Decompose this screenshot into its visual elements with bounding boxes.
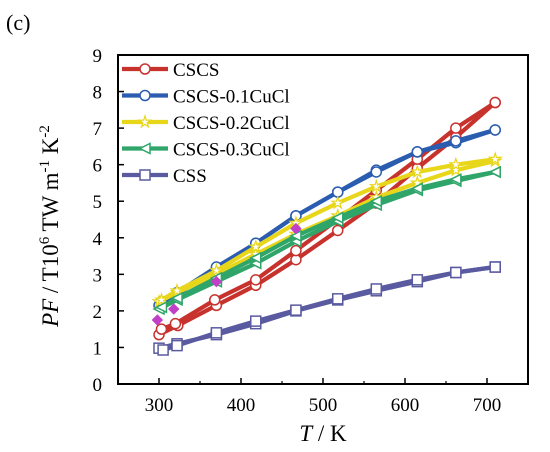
legend-label-CSS: CSS [173,166,207,187]
series-line-CSCS-cooling [159,100,498,332]
data-point-CSCS [450,122,462,134]
data-point-CSCS-0.1CuCl [489,124,501,136]
data-point-CSCS [489,96,501,109]
legend-marker-CSCS-0.1CuCl [139,89,151,102]
data-point-CSS [250,315,262,327]
legend-label-CSCS-0.2CuCl: CSCS-0.2CuCl [173,113,290,134]
y-axis-title: PF / T106 TW m-1 K-2 [37,125,63,328]
data-point-CSS [489,261,501,273]
y-tick-label-5: 5 [93,192,103,213]
series-line-CSCS-0.2CuCl-cooling [159,157,498,302]
data-point-CSCS [155,323,168,335]
data-point-CSCS-0.2CuCl [169,282,185,298]
y-tick-label-6: 6 [93,156,103,177]
legend-marker-CSS [139,169,151,181]
x-tick-label-600: 600 [391,395,420,416]
x-tick-label-400: 400 [227,395,256,416]
data-point-CSCS-0.3CuCl [249,251,262,265]
data-point-marker [290,222,302,235]
legend-marker-CSCS [139,63,151,75]
data-point-marker [168,303,180,315]
data-point-CSS [411,274,424,286]
x-tick-label-500: 500 [309,395,338,416]
series-CSS [153,261,501,356]
data-point-CSCS [290,244,302,257]
data-point-CSCS-0.2CuCl [330,195,346,210]
series-line-CSCS-0.3CuCl-heating [156,169,498,312]
data-point-CSCS-0.2CuCl [448,156,464,172]
data-point-CSCS [209,294,221,306]
data-point-CSCS-0.2CuCl [487,151,503,166]
y-axis-label: PF / T106 TW m-1 K-2 [37,125,63,328]
data-point-CSCS-0.1CuCl [411,146,424,158]
x-axis-title: T / K [299,421,347,446]
legend: CSCS CSCS-0.1CuCl CSCS-0.2CuCl CSCS-0.3CuCl… [122,60,290,187]
data-point-CSCS-0.2CuCl [368,178,384,194]
legend-marker-CSCS-0.3CuCl [138,142,151,155]
data-point-CSCS-0.3CuCl [369,195,383,208]
data-point-CSCS-0.2CuCl [208,262,225,278]
data-point-CSS [370,283,383,295]
data-point-CSS [290,304,302,316]
series-line-CSS-cooling [161,264,498,353]
data-point-CSS [450,266,462,279]
x-axis-label: T / K [299,421,347,446]
y-tick-label-8: 8 [93,83,103,104]
x-tick-label-300: 300 [145,395,174,416]
plot-frame: 300 400 500 600 700 0 1 2 3 4 5 6 7 8 9 [93,46,529,416]
data-point-marker [210,275,223,288]
legend-label-CSCS-0.3CuCl: CSCS-0.3CuCl [173,140,290,161]
data-point-CSCS-0.3CuCl [170,291,183,305]
series-line-CSCS-0.3CuCl-cooling [159,169,498,310]
panel-label: (c) [6,10,30,35]
series-layer [151,96,503,356]
y-tick-label-2: 2 [93,302,103,323]
x-tick-label-700: 700 [473,395,502,416]
data-point-CSCS-0.2CuCl [448,162,464,177]
legend-marker-CSCS-0.2CuCl [137,113,153,129]
legend-label-CSCS: CSCS [173,60,219,81]
data-point-CSCS-0.3CuCl [331,211,344,224]
data-point-CSCS [332,224,344,237]
data-point-CSCS-0.1CuCl [370,166,383,178]
data-point-marker [151,314,164,326]
y-tick-label-7: 7 [93,119,103,140]
data-point-CSCS [250,274,262,286]
data-point-CSCS-0.3CuCl [488,165,501,179]
data-point-CSCS-0.2CuCl [409,163,425,179]
data-point-CSCS [169,317,182,330]
data-point-CSS [171,339,183,352]
data-point-CSCS-0.3CuCl [154,301,168,314]
series-CSCS-0.3CuCl [152,165,501,316]
y-tick-label-4: 4 [93,229,103,250]
data-point-CSCS-0.1CuCl [450,135,462,147]
y-tick-label-1: 1 [93,338,103,359]
data-point-CSS [332,293,344,305]
data-point-CSCS-0.2CuCl [153,291,170,307]
data-point-CSS [210,327,223,339]
legend-label-CSCS-0.1CuCl: CSCS-0.1CuCl [173,87,290,108]
series-line-CSCS-heating [156,100,498,337]
y-tick-label-0: 0 [93,375,103,396]
data-point-CSCS-0.2CuCl [248,238,264,254]
data-point-CSCS-0.3CuCl [449,173,462,186]
data-point-CSCS-0.3CuCl [410,182,424,195]
y-tick-label-9: 9 [93,46,103,67]
data-point-CSS [157,344,169,356]
y-tick-label-3: 3 [93,265,103,286]
